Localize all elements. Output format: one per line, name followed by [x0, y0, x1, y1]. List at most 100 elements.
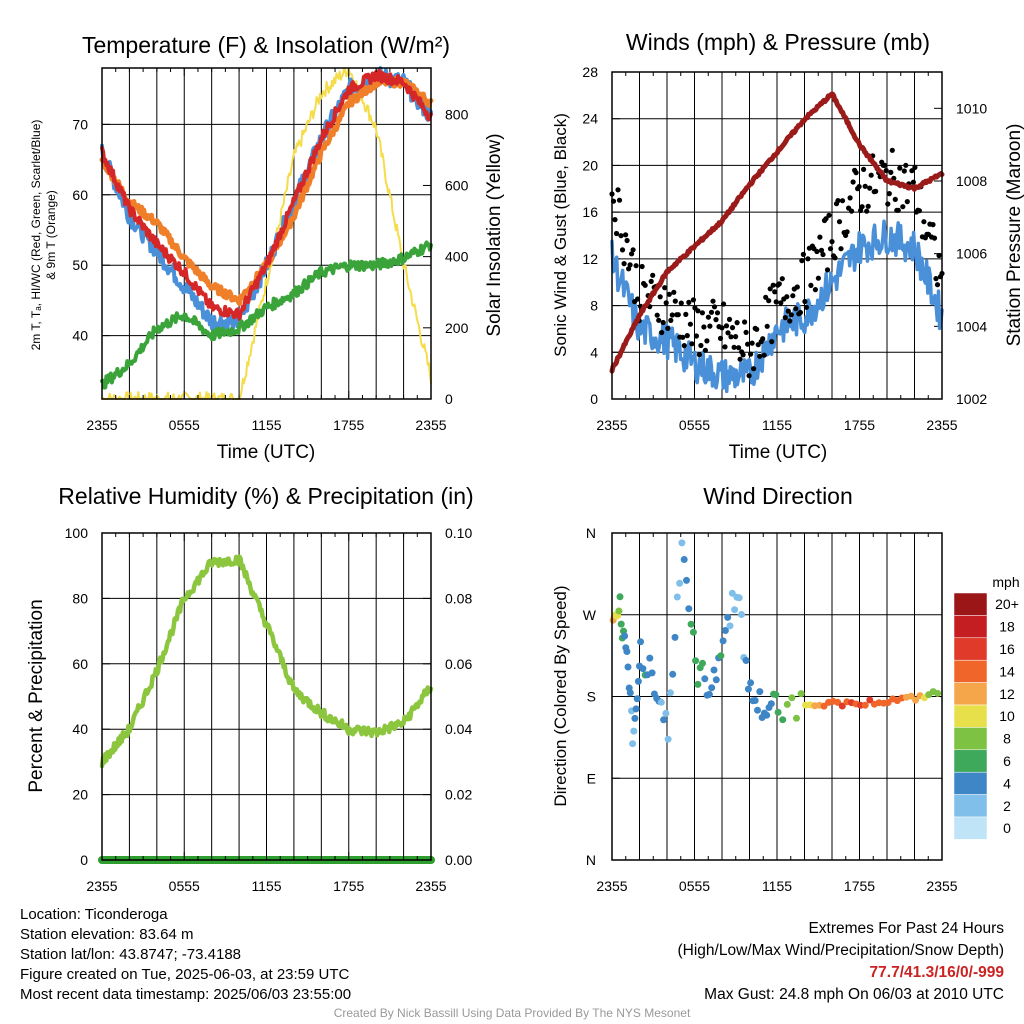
- gust-point: [760, 336, 766, 342]
- gust-point: [903, 162, 909, 168]
- gust-point: [626, 266, 632, 272]
- x-tick-label: 2355: [596, 878, 627, 894]
- x-tick-label: 2355: [415, 417, 446, 433]
- gust-point: [654, 312, 660, 318]
- gust-point: [832, 255, 838, 261]
- panel-title: Relative Humidity (%) & Precipitation (i…: [58, 483, 473, 509]
- x-tick-label: 1755: [333, 417, 364, 433]
- gust-point: [720, 301, 727, 307]
- gust-point: [629, 251, 635, 257]
- gust-point: [901, 168, 907, 174]
- direction-point: [735, 594, 743, 602]
- gust-point: [933, 276, 939, 282]
- direction-point: [630, 727, 638, 735]
- gust-point: [910, 179, 917, 185]
- gust-point: [793, 306, 799, 312]
- credit-text: Created By Nick Bassill Using Data Provi…: [333, 1006, 691, 1020]
- x-tick-label: 0555: [169, 878, 200, 894]
- gust-point: [737, 356, 743, 362]
- gust-point: [799, 258, 805, 264]
- gust-point: [748, 351, 754, 357]
- panel-winds: 0 4 8 12 16 20 24 28 1002 1004 1006 1008 1010 2355 055…: [551, 29, 1024, 463]
- gust-point: [681, 343, 687, 349]
- x-tick-label: 0555: [679, 878, 710, 894]
- gust-point: [817, 234, 823, 240]
- created-text: Figure created on Tue, 2025-06-03, at 23…: [20, 966, 350, 983]
- gust-point: [897, 165, 903, 171]
- direction-point: [676, 579, 684, 587]
- x-axis-label: Time (UTC): [217, 442, 316, 463]
- gust-point: [710, 298, 716, 304]
- colorbar-label: 6: [1003, 753, 1011, 769]
- gust-point: [719, 325, 725, 331]
- gust-point: [689, 341, 695, 347]
- colorbar-label: 0: [1003, 820, 1011, 836]
- y-tick-label: N: [586, 525, 596, 541]
- x-tick-label: 2355: [86, 878, 117, 894]
- direction-point: [726, 622, 734, 630]
- gust-point: [904, 199, 910, 205]
- colorbar-label: 10: [999, 708, 1015, 724]
- direction-point: [712, 676, 720, 684]
- series-dewpoint: [100, 240, 433, 390]
- direction-point: [719, 637, 727, 645]
- x-tick-label: 1755: [844, 417, 875, 433]
- gust-point: [818, 247, 825, 253]
- gust-point: [675, 312, 681, 318]
- colorbar-swatch: [953, 592, 988, 616]
- gust-point: [797, 309, 804, 316]
- direction-point: [648, 669, 656, 677]
- gust-point: [678, 300, 684, 306]
- gust-point: [742, 319, 748, 325]
- gust-point: [838, 246, 844, 252]
- direction-point: [692, 657, 700, 665]
- colorbar-label: 16: [999, 641, 1015, 657]
- gust-point: [770, 282, 776, 288]
- colorbar-swatch: [953, 682, 988, 706]
- y-tick-label: 0: [80, 852, 88, 868]
- gust-point: [713, 317, 719, 323]
- gust-point: [921, 219, 927, 225]
- gust-point: [886, 191, 892, 197]
- direction-point: [637, 638, 645, 646]
- gust-point: [826, 212, 832, 218]
- gust-point: [864, 208, 870, 214]
- y-tick-label: 40: [72, 721, 88, 737]
- direction-point: [671, 633, 679, 641]
- colorbar-label: 8: [1003, 731, 1011, 747]
- gust-point: [621, 261, 627, 267]
- gust-point: [934, 282, 941, 288]
- direction-point: [728, 589, 736, 597]
- y-axis-label-right: Station Pressure (Maroon): [1004, 124, 1024, 347]
- y-tick-label: 100: [65, 525, 89, 541]
- gust-point: [772, 289, 778, 295]
- gust-point: [757, 353, 763, 359]
- gust-point: [895, 207, 901, 213]
- gust-point: [800, 251, 807, 257]
- direction-point: [660, 716, 668, 724]
- y-axis-label-right: Solar Insolation (Yellow): [484, 133, 505, 336]
- direction-point: [738, 611, 745, 618]
- gust-point: [778, 300, 784, 306]
- station-info: Location: Ticonderoga Station elevation:…: [20, 905, 351, 1005]
- gust-point: [868, 172, 874, 178]
- direction-point: [751, 697, 759, 704]
- gust-point: [657, 294, 663, 300]
- y-tick-label: 12: [582, 251, 598, 267]
- gust-point: [701, 324, 707, 330]
- gust-point: [782, 315, 788, 321]
- gust-point: [722, 344, 728, 350]
- gust-point: [707, 323, 713, 329]
- gust-point: [615, 187, 621, 193]
- y-tick-label-right: 0.04: [445, 721, 472, 737]
- gust-point: [743, 329, 749, 335]
- gust-point: [745, 341, 751, 347]
- direction-point: [742, 657, 750, 664]
- colorbar-label: 2: [1003, 798, 1011, 814]
- gust-point: [624, 237, 630, 244]
- colorbar-label: 12: [999, 686, 1015, 702]
- gust-point: [865, 203, 871, 209]
- direction-point: [617, 620, 625, 628]
- colorbar-swatch: [953, 816, 988, 840]
